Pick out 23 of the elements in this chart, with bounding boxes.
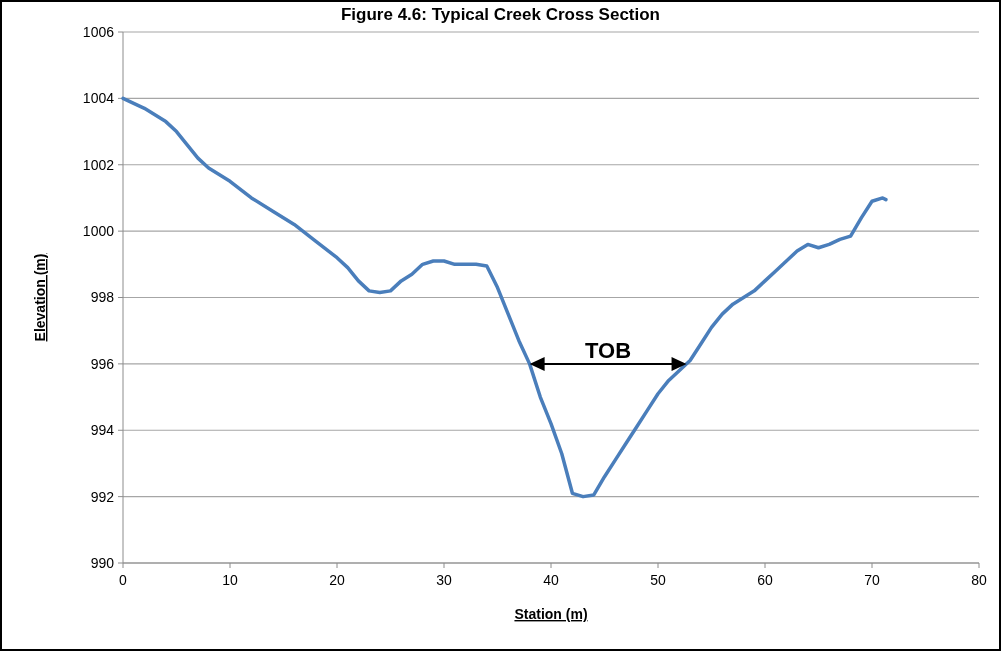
y-tick-label: 998: [90, 289, 115, 306]
y-tick-label: 990: [90, 554, 115, 571]
x-tick-label: 40: [543, 572, 559, 588]
x-tick-label: 50: [650, 572, 666, 588]
x-tick-label: 10: [222, 572, 238, 588]
annotation: TOB: [585, 337, 632, 363]
y-tick-label: 992: [90, 488, 115, 505]
y-tick-label: 994: [90, 422, 115, 439]
y-tick-label: 1000: [82, 223, 115, 240]
y-axis-title: Elevation (m): [32, 253, 48, 342]
x-tick-label: 0: [119, 572, 128, 588]
x-tick-label: 70: [864, 572, 880, 588]
x-tick-label: 80: [971, 572, 987, 588]
x-tick-label: 30: [436, 572, 452, 588]
y-tick-label: 1006: [82, 23, 115, 40]
y-tick-label: 1002: [82, 156, 115, 173]
line-series: [121, 96, 888, 499]
y-tick-label: 996: [90, 355, 115, 372]
x-tick-label: 60: [757, 572, 773, 588]
chart-title: Figure 4.6: Typical Creek Cross Section: [340, 5, 661, 24]
x-tick-label: 20: [329, 572, 345, 588]
x-axis-title: Station (m): [514, 606, 588, 622]
y-tick-label: 1004: [82, 90, 115, 107]
